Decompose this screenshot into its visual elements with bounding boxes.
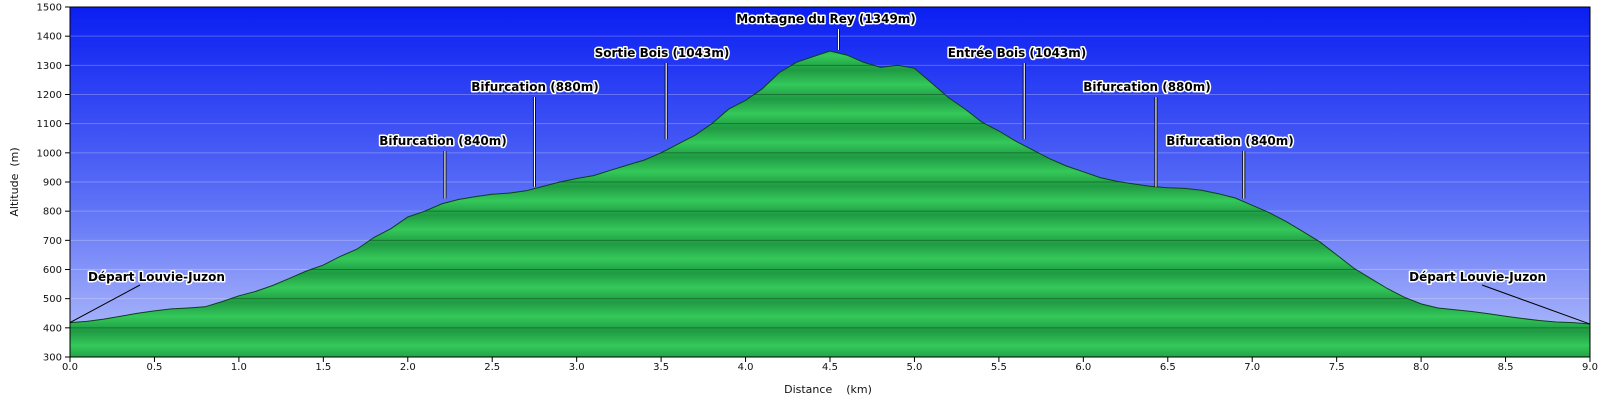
- annotation: Départ Louvie-Juzon: [1408, 269, 1591, 325]
- annotation-label: Bifurcation (880m): [471, 80, 599, 94]
- x-tick-label: 0.5: [146, 362, 162, 373]
- y-tick-label: 800: [43, 207, 62, 218]
- annotation: Entrée Bois (1043m): [946, 45, 1088, 140]
- y-tick-label: 500: [43, 294, 62, 305]
- y-tick-label: 1400: [37, 32, 62, 43]
- annotation-label: Départ Louvie-Juzon: [88, 270, 225, 284]
- y-tick-label: 700: [43, 236, 62, 247]
- y-tick-label: 1300: [37, 61, 62, 72]
- annotation-label: Sortie Bois (1043m): [595, 46, 730, 60]
- annotation: Bifurcation (880m): [470, 79, 600, 187]
- x-tick-label: 7.0: [1244, 362, 1260, 373]
- annotations: Départ Louvie-Juzon Bifurcation (840m) Bif…: [69, 11, 1591, 325]
- y-tick-label: 1500: [37, 3, 62, 14]
- y-tick-label: 400: [43, 323, 62, 334]
- y-tick-label: 300: [43, 353, 62, 364]
- x-tick-label: 0.0: [62, 362, 78, 373]
- x-tick-label: 8.0: [1413, 362, 1429, 373]
- x-tick-label: 4.0: [738, 362, 754, 373]
- x-tick-label: 6.5: [1160, 362, 1176, 373]
- x-tick-label: 5.0: [906, 362, 922, 373]
- x-tick-label: 7.5: [1329, 362, 1345, 373]
- annotation: Sortie Bois (1043m): [593, 45, 731, 140]
- x-tick-label: 8.5: [1498, 362, 1514, 373]
- y-axis-title: Altitude (m): [8, 147, 21, 216]
- y-tick-label: 600: [43, 265, 62, 276]
- annotation-leader: [1481, 284, 1591, 325]
- x-tick-label: 2.0: [400, 362, 416, 373]
- annotation-label: Départ Louvie-Juzon: [1409, 270, 1546, 284]
- annotation-leader: [69, 284, 141, 324]
- annotation: Bifurcation (880m): [1082, 79, 1212, 187]
- x-tick-label: 4.5: [822, 362, 838, 373]
- x-tick-label: 5.5: [991, 362, 1007, 373]
- x-tick-label: 3.0: [569, 362, 585, 373]
- y-tick-label: 1100: [37, 119, 62, 130]
- annotation: Bifurcation (840m): [378, 133, 508, 199]
- x-tick-label: 9.0: [1582, 362, 1598, 373]
- y-tick-label: 900: [43, 178, 62, 189]
- y-tick-label: 1200: [37, 90, 62, 101]
- x-tick-label: 3.5: [653, 362, 669, 373]
- x-tick-label: 1.5: [315, 362, 331, 373]
- annotation-label: Bifurcation (880m): [1083, 80, 1211, 94]
- x-tick-label: 2.5: [484, 362, 500, 373]
- elevation-area: [70, 50, 1590, 357]
- annotation: Départ Louvie-Juzon: [69, 269, 226, 324]
- annotation-label: Bifurcation (840m): [379, 134, 507, 148]
- annotation: Montagne du Rey (1349m): [735, 11, 917, 51]
- annotation-label: Bifurcation (840m): [1166, 134, 1294, 148]
- y-axis: 300 400 500 600 700 800 900 1000 1100 1200 1300 140…: [37, 3, 70, 364]
- annotation-label: Montagne du Rey (1349m): [736, 12, 916, 26]
- annotation: Bifurcation (840m): [1165, 133, 1295, 199]
- x-axis: 0.0 0.5 1.0 1.5 2.0 2.5 3.0 3.5 4.0 4.5 5.0 5.5 6.0 6…: [62, 357, 1598, 373]
- x-tick-label: 6.0: [1075, 362, 1091, 373]
- x-tick-label: 1.0: [231, 362, 247, 373]
- x-axis-title: Distance (km): [784, 383, 872, 396]
- annotation-label: Entrée Bois (1043m): [948, 46, 1087, 60]
- y-tick-label: 1000: [37, 148, 62, 159]
